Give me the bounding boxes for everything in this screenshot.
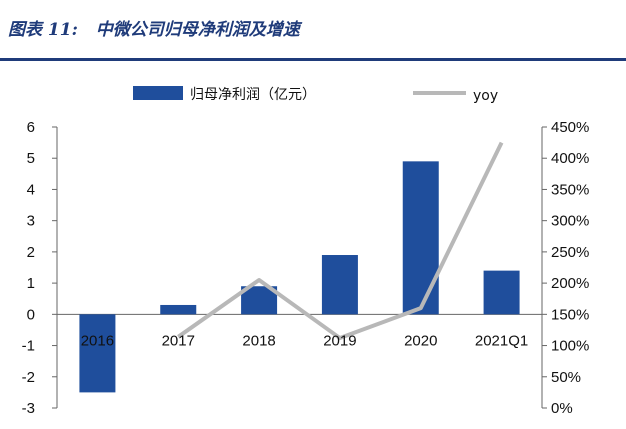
left-tick-label: 4 (27, 181, 35, 198)
legend-bar-label: 归母净利润（亿元） (190, 86, 316, 103)
right-tick-label: 400% (551, 150, 589, 167)
legend-bar-swatch (133, 86, 183, 100)
x-tick-label: 2021Q1 (475, 332, 528, 349)
left-tick-label: -1 (22, 338, 35, 355)
x-tick-label: 2017 (162, 332, 195, 349)
yoy-line-series (177, 141, 504, 341)
left-tick-label: 2 (27, 244, 35, 261)
bar-2017 (160, 304, 197, 315)
x-tick-label: 2020 (404, 332, 437, 349)
left-tick-label: 6 (27, 119, 35, 136)
legend-line-label: yoy (473, 88, 498, 104)
figure-label: 图表 11: (8, 20, 78, 40)
left-tick-label: -3 (22, 400, 35, 417)
bar-2021Q1 (483, 270, 520, 315)
left-tick-label: 1 (27, 275, 35, 292)
figure-header: 图表 11: 中微公司归母净利润及增速 (8, 18, 620, 42)
bar-2016 (79, 314, 116, 393)
right-tick-label: 150% (551, 306, 589, 323)
legend: 归母净利润（亿元） yoy (133, 86, 498, 104)
right-tick-label: 350% (551, 181, 589, 198)
left-tick-label: 3 (27, 213, 35, 230)
x-tick-label: 2016 (81, 332, 114, 349)
x-tick-label: 2019 (323, 332, 356, 349)
header-rule (0, 58, 626, 61)
axes: 6 5 4 3 2 1 0 -1 -2 -3 450% 400% 350% 300% 250% 200% 150… (22, 119, 590, 417)
figure-title: 中微公司归母净利润及增速 (95, 20, 300, 40)
left-tick-label: 5 (27, 150, 35, 167)
right-tick-label: 450% (551, 119, 589, 136)
right-tick-label: 250% (551, 244, 589, 261)
x-tick-labels: 2016 2017 2018 2019 2020 2021Q1 (81, 332, 529, 349)
right-tick-label: 300% (551, 213, 589, 230)
bar-2020 (402, 161, 439, 315)
bar-2019 (321, 255, 358, 315)
bar-series (79, 161, 520, 393)
right-tick-label: 50% (551, 369, 581, 386)
right-tick-label: 100% (551, 338, 589, 355)
x-tick-label: 2018 (242, 332, 275, 349)
left-tick-label: -2 (22, 369, 35, 386)
right-tick-label: 0% (551, 400, 573, 417)
right-tick-label: 200% (551, 275, 589, 292)
left-tick-label: 0 (27, 306, 35, 323)
